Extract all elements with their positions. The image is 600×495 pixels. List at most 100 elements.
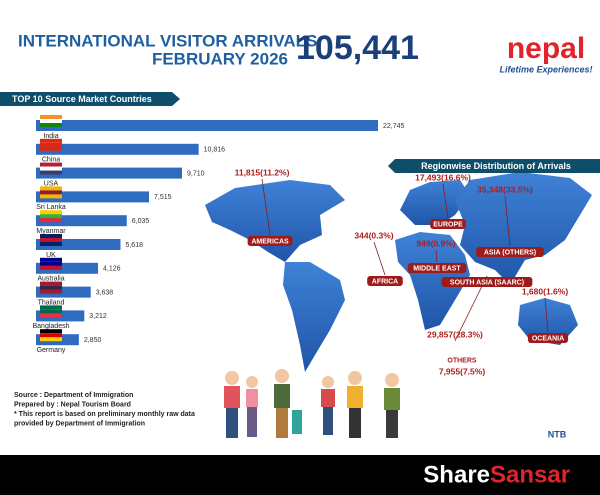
- flag: [40, 313, 62, 318]
- banner: [388, 159, 600, 173]
- region-label: 29,857(28.3%): [427, 329, 483, 339]
- flag: [40, 166, 62, 171]
- region-name: AFRICA: [372, 278, 398, 285]
- chart-title: TOP 10 Source Market Countries: [12, 94, 152, 104]
- region-name: EUROPE: [433, 221, 463, 228]
- region-label: 35,348(33.5%): [477, 184, 533, 194]
- brand-sansar: Sansar: [490, 461, 570, 488]
- category-label: Myanmar: [36, 228, 66, 235]
- banner: [0, 92, 180, 106]
- leader-line: [504, 195, 511, 247]
- category-label: China: [42, 157, 60, 164]
- region-name: OCEANIA: [532, 335, 564, 342]
- region-name: SOUTH ASIA (SAARC): [450, 279, 524, 286]
- category-label: Bangladesh: [33, 323, 70, 330]
- bar: [36, 215, 127, 227]
- region-label: 949(0.9%): [416, 238, 455, 248]
- flag: [40, 186, 62, 191]
- region-box: [476, 247, 544, 257]
- flag: [40, 238, 62, 242]
- region-name: ASIA (OTHERS): [484, 249, 536, 256]
- region-label: 17,493(16.6%): [415, 172, 471, 182]
- flag: [40, 257, 62, 262]
- flag: [40, 115, 62, 119]
- flag: [40, 138, 62, 143]
- map-title: Regionwise Distribution of Arrivals: [421, 161, 571, 171]
- bar: [36, 167, 183, 179]
- category-label: Sri Lanka: [36, 204, 66, 211]
- ntb-logo: NTB: [548, 429, 567, 439]
- note: provided by Department of Immigration: [14, 420, 145, 427]
- flag: [40, 146, 62, 151]
- flag: [40, 333, 62, 338]
- flag: [40, 194, 62, 199]
- region-box: [247, 236, 293, 246]
- flag: [40, 214, 62, 219]
- total: 105,441: [296, 29, 419, 67]
- bar: [36, 239, 121, 250]
- brand-share: Share: [423, 461, 490, 488]
- leader-line: [373, 241, 386, 276]
- value-label: 3,212: [89, 313, 107, 320]
- region-box: [441, 277, 533, 287]
- region-label: 7,955(7.5%): [439, 366, 485, 376]
- category-label: India: [43, 133, 58, 140]
- flag: [40, 281, 62, 286]
- value-label: 22,745: [383, 123, 405, 130]
- category-label: Thailand: [38, 299, 65, 306]
- region-box: [430, 219, 466, 229]
- flag: [40, 190, 62, 195]
- value-label: 6,035: [132, 218, 150, 225]
- bar: [36, 286, 91, 298]
- bar: [36, 120, 378, 131]
- flag: [40, 242, 62, 246]
- leader-line: [435, 249, 438, 263]
- flag: [40, 210, 62, 215]
- leader-line: [442, 183, 449, 219]
- title: INTERNATIONAL VISITOR ARRIVALS: [18, 31, 317, 50]
- subtitle: FEBRUARY 2026: [152, 49, 288, 68]
- bar: [36, 262, 99, 274]
- category-label: Germany: [37, 347, 66, 354]
- region-name: MIDDLE EAST: [413, 265, 461, 272]
- bar: [36, 143, 199, 155]
- flag: [40, 289, 62, 294]
- region-name: AMERICAS: [251, 238, 289, 245]
- region-box: [367, 276, 403, 286]
- value-label: 4,126: [103, 266, 121, 273]
- region-label: 11,815(11.2%): [235, 167, 290, 177]
- value-label: 3,638: [96, 289, 114, 296]
- flag: [40, 329, 62, 334]
- flag: [40, 123, 62, 127]
- category-label: UK: [46, 252, 56, 259]
- region-box: [407, 263, 467, 273]
- note: * This report is based on preliminary mo…: [14, 411, 195, 418]
- logo: nepal: [507, 32, 585, 65]
- flag: [40, 265, 62, 270]
- category-label: USA: [44, 180, 59, 187]
- flag: [40, 337, 62, 342]
- region-label: 1,680(1.6%): [522, 286, 568, 296]
- bar: [36, 191, 149, 203]
- value-label: 7,515: [154, 194, 172, 201]
- flag: [40, 142, 62, 147]
- note: Prepared by : Nepal Tourism Board: [14, 401, 131, 408]
- travellers: [224, 369, 400, 438]
- value-label: 10,816: [204, 147, 226, 154]
- region-label: 344(0.3%): [354, 230, 393, 240]
- value-label: 9,710: [187, 170, 205, 177]
- region-name: OTHERS: [447, 357, 477, 364]
- category-label: Australia: [37, 276, 64, 283]
- flag: [40, 305, 62, 310]
- flag: [40, 234, 62, 238]
- flag: [40, 218, 62, 223]
- logo-tagline: Lifetime Experiences!: [499, 64, 592, 74]
- leader-line: [261, 178, 271, 236]
- value-label: 5,618: [125, 242, 143, 249]
- leader-line: [544, 297, 549, 333]
- footer-band: [0, 455, 600, 495]
- flag: [40, 261, 62, 266]
- flag: [40, 285, 62, 290]
